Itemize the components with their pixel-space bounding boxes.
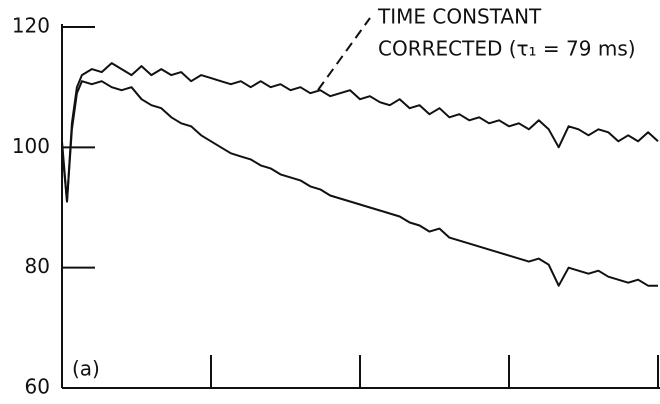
annotation-leader (317, 17, 371, 91)
annotation: CORRECTED (τ₁ = 79 ms) (378, 37, 636, 61)
panel-label: (a) (72, 357, 100, 381)
data-line (61, 62, 659, 203)
y-tick-label: 100 (12, 134, 50, 158)
y-tick-label: 60 (25, 375, 50, 399)
y-tick-label: 80 (25, 254, 50, 278)
data-line (61, 80, 658, 287)
y-tick-label: 120 (12, 14, 50, 38)
annotation: TIME CONSTANT (377, 5, 542, 29)
